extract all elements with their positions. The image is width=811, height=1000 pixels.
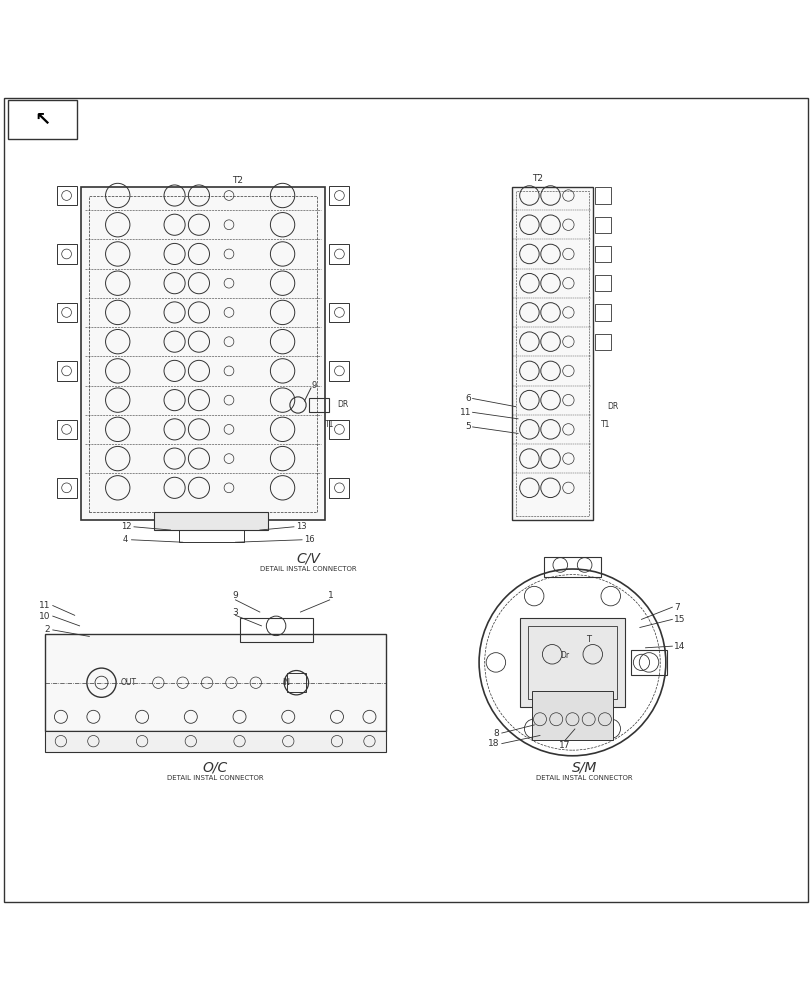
Text: DETAIL INSTAL CONNECTOR: DETAIL INSTAL CONNECTOR [260, 566, 356, 572]
Bar [328, 244, 349, 264]
Text: C/V: C/V [296, 551, 320, 565]
Text: 10: 10 [39, 612, 50, 621]
Bar [328, 186, 349, 205]
Bar [328, 420, 349, 439]
Bar [154, 512, 268, 530]
Bar [81, 187, 324, 520]
Text: 4: 4 [123, 535, 128, 544]
Bar [57, 478, 77, 498]
Bar [511, 187, 592, 520]
Text: Dr: Dr [559, 651, 569, 660]
Text: DETAIL INSTAL CONNECTOR: DETAIL INSTAL CONNECTOR [167, 775, 263, 781]
Text: 9: 9 [232, 591, 238, 600]
Text: DETAIL INSTAL CONNECTOR: DETAIL INSTAL CONNECTOR [536, 775, 632, 781]
Text: OUT: OUT [120, 678, 136, 687]
Bar [308, 398, 328, 412]
Text: IN: IN [282, 678, 290, 687]
Text: 13: 13 [296, 522, 307, 531]
Text: 15: 15 [673, 615, 684, 624]
Bar [57, 244, 77, 264]
Text: DR: DR [337, 400, 348, 409]
Text: T2: T2 [232, 176, 243, 185]
Bar [57, 361, 77, 381]
Bar [328, 303, 349, 322]
Text: 17: 17 [558, 741, 569, 750]
Text: 9: 9 [311, 381, 316, 390]
Bar [57, 303, 77, 322]
Text: S/M: S/M [571, 761, 597, 775]
Text: 1: 1 [328, 591, 334, 600]
Text: 5: 5 [465, 422, 470, 431]
Bar [515, 191, 588, 516]
Text: T2: T2 [531, 174, 543, 183]
Text: 7: 7 [673, 603, 679, 612]
Text: 3: 3 [232, 608, 238, 617]
Bar [594, 217, 611, 233]
Text: ↖: ↖ [34, 110, 51, 129]
Text: 12: 12 [121, 522, 131, 531]
Bar [594, 334, 611, 350]
Bar [57, 420, 77, 439]
Bar [57, 186, 77, 205]
Text: 6: 6 [465, 394, 470, 403]
Text: 2: 2 [45, 625, 50, 634]
Bar [328, 478, 349, 498]
Bar [8, 100, 77, 139]
Bar [594, 275, 611, 291]
Bar [89, 196, 316, 512]
Bar [239, 618, 312, 642]
Bar [543, 557, 600, 577]
Text: T1: T1 [600, 420, 610, 429]
Text: 16: 16 [304, 535, 315, 544]
Bar [286, 673, 306, 692]
Bar [45, 731, 385, 752]
Text: T: T [586, 635, 590, 644]
Bar [328, 361, 349, 381]
Bar [630, 650, 667, 675]
Bar [594, 246, 611, 262]
Bar [519, 618, 624, 707]
Text: 14: 14 [673, 642, 684, 651]
Bar [531, 691, 612, 740]
Text: 18: 18 [487, 739, 499, 748]
Text: 8: 8 [493, 729, 499, 738]
Text: DR: DR [607, 402, 618, 411]
Text: O/C: O/C [202, 761, 228, 775]
Bar [527, 626, 616, 699]
Text: T1: T1 [324, 420, 334, 429]
Text: 11: 11 [459, 408, 470, 417]
Bar [45, 634, 385, 731]
Bar [594, 187, 611, 204]
Bar [594, 304, 611, 321]
Text: 11: 11 [39, 601, 50, 610]
Bar [178, 530, 243, 542]
